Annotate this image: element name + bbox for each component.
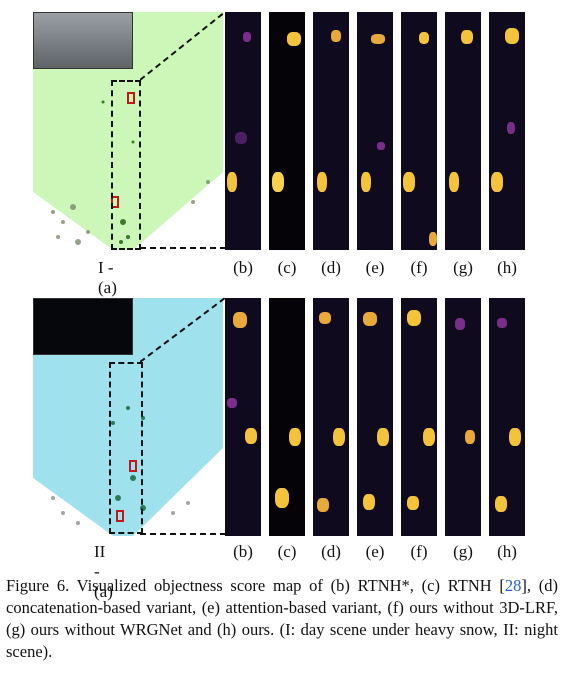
row-I-label-f: (f) xyxy=(410,258,428,277)
row-II-strip-b xyxy=(225,298,261,536)
row-I-strip-f xyxy=(401,12,437,250)
row-II-strip-f xyxy=(401,298,437,536)
figure-caption: Figure 6. Visualized objectness score ma… xyxy=(6,575,558,663)
row-II-label-c: (c) xyxy=(277,542,297,561)
row-II-zoom-region xyxy=(109,362,143,534)
row-I-strip-e xyxy=(357,12,393,250)
caption-prefix: Figure 6. Visualized objectness score ma… xyxy=(6,576,505,595)
row-II-label: II - (a) xyxy=(94,542,113,601)
row-II-bev-map xyxy=(33,298,223,536)
row-II-detection-box-1 xyxy=(129,460,137,472)
row-II-bev-svg xyxy=(33,298,223,536)
row-II-label-g: (g) xyxy=(453,542,473,561)
row-II-strip-e xyxy=(357,298,393,536)
row-II-detection-box-2 xyxy=(116,510,124,522)
row-I-strip-g xyxy=(445,12,481,250)
citation-link[interactable]: 28 xyxy=(504,576,522,595)
row-I-zoom-lines xyxy=(140,11,226,249)
row-II-camera-inset xyxy=(33,298,133,355)
caption-suffix: ], (d) concatenation-based variant, (e) … xyxy=(6,576,558,661)
row-II-label-h: (h) xyxy=(497,542,517,561)
row-II-label-b: (b) xyxy=(233,542,253,561)
row-II-strip-g xyxy=(445,298,481,536)
row-II-strip-h xyxy=(489,298,525,536)
row-I-bev-map xyxy=(33,12,223,250)
row-I-camera-inset xyxy=(33,12,133,69)
row-I-label-g: (g) xyxy=(453,258,473,277)
row-I-label-b: (b) xyxy=(233,258,253,277)
row-II-zoom-lines xyxy=(140,297,226,535)
row-II-label-d: (d) xyxy=(321,542,341,561)
row-I-strip-c xyxy=(269,12,305,250)
row-II-label-e: (e) xyxy=(365,542,385,561)
row-I-label-e: (e) xyxy=(365,258,385,277)
row-I-label: I - (a) xyxy=(98,258,117,297)
row-II-strip-c xyxy=(269,298,305,536)
row-I-label-d: (d) xyxy=(321,258,341,277)
row-I-strip-h xyxy=(489,12,525,250)
row-I-label-c: (c) xyxy=(277,258,297,277)
row-I-strip-d xyxy=(313,12,349,250)
row-I-label-h: (h) xyxy=(497,258,517,277)
row-II-label-f: (f) xyxy=(410,542,428,561)
row-II-strip-d xyxy=(313,298,349,536)
row-I-zoom-region xyxy=(111,80,141,250)
row-I-strip-b xyxy=(225,12,261,250)
row-I-detection-box-1 xyxy=(127,92,135,104)
